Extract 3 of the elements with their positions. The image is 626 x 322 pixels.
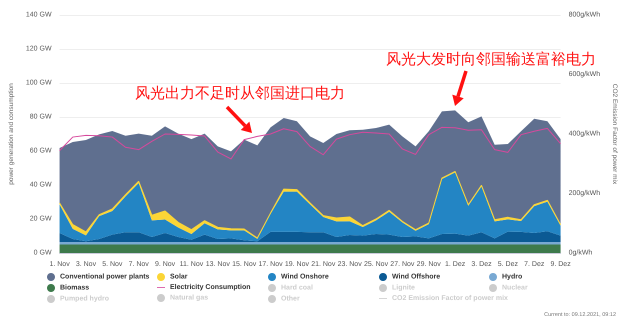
- annotation: 风光出力不足时从邻国进口电力: [135, 85, 345, 102]
- line-series: [59, 126, 562, 160]
- annotation: 风光大发时向邻国输送富裕电力: [386, 51, 596, 68]
